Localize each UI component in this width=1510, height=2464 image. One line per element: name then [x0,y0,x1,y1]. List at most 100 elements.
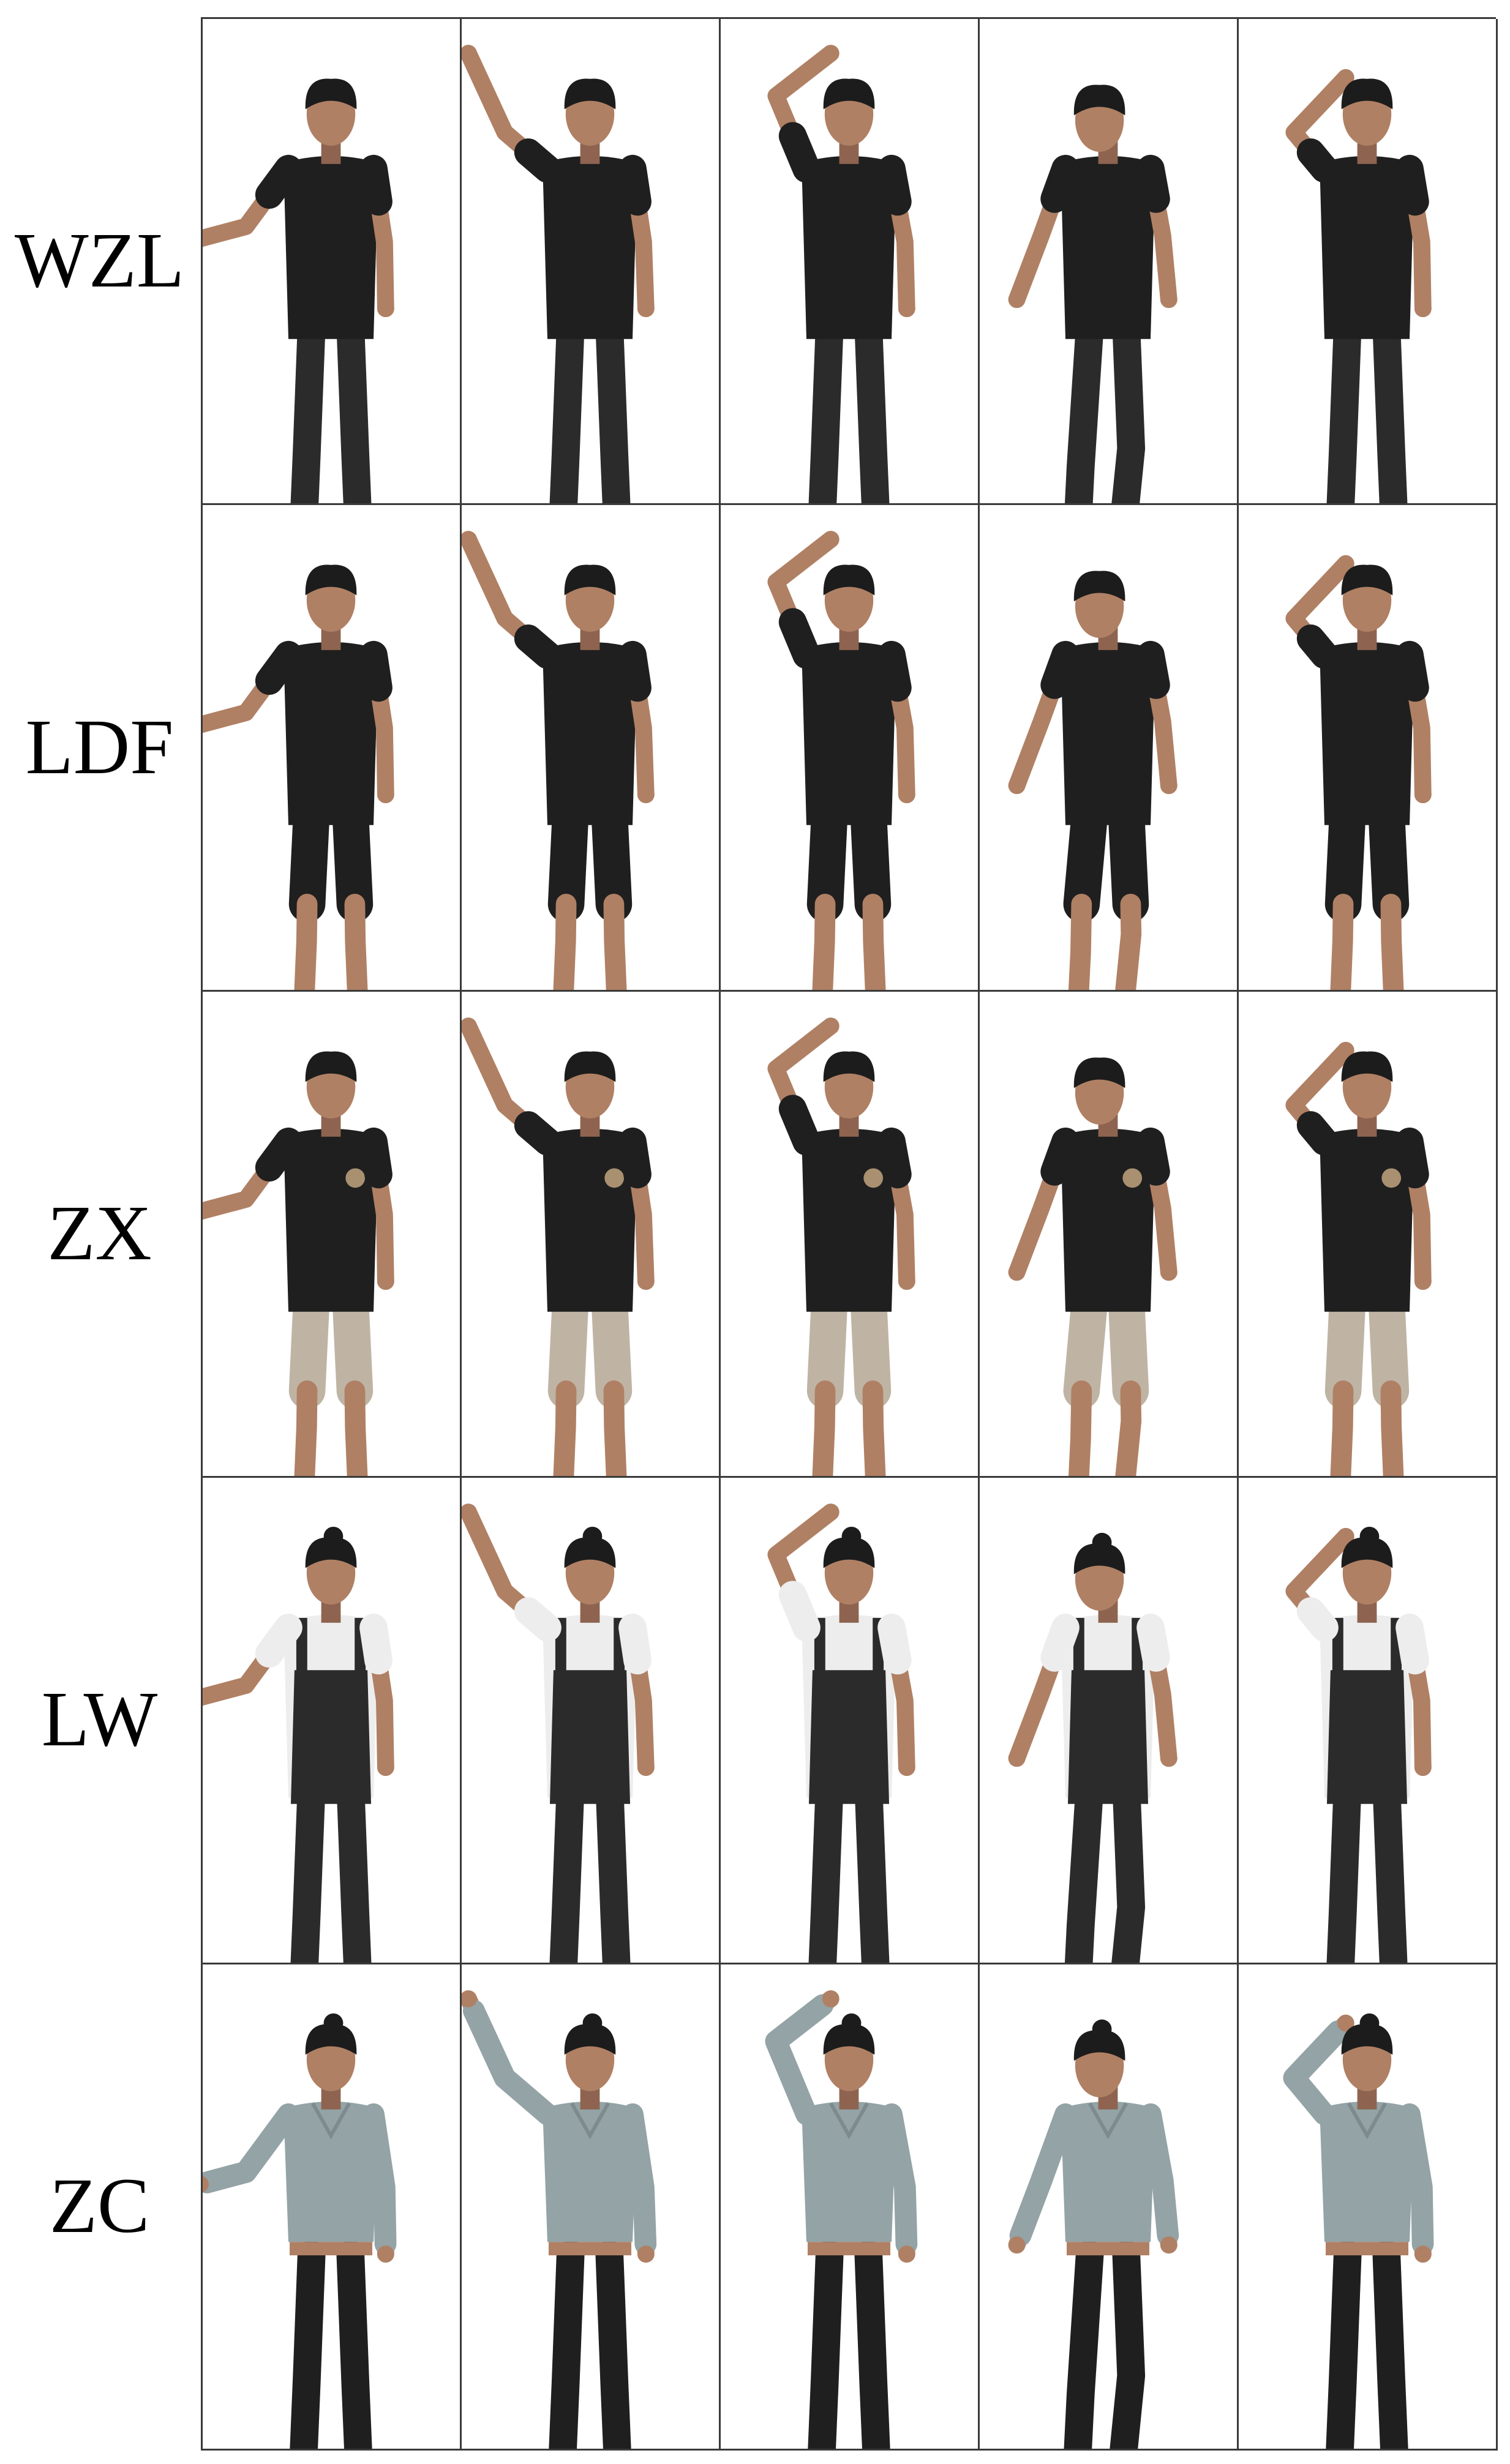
sleeve-right [877,1127,912,1189]
hair-bun [582,1527,603,1546]
hand-left [203,230,209,247]
shorts-left [806,1281,848,1409]
hand-right [1160,2236,1178,2253]
hair [823,1051,875,1082]
person-figure [1008,1533,1178,1963]
person-render [462,531,655,990]
sleeve-right [359,154,393,216]
person-figure [462,1990,657,2449]
grid-cell [721,1478,980,1964]
overalls-bib [290,1670,372,1804]
sleeve-right [877,154,912,216]
bare-leg-right [603,1380,627,1477]
hand-left [1008,2236,1026,2253]
person-render [1008,84,1178,504]
person-render [1285,69,1432,504]
grid-cell [203,991,462,1478]
hand-right [377,786,394,804]
bare-leg-left [1068,894,1092,990]
bare-leg-right [603,894,627,990]
bare-leg-right [1115,894,1142,990]
midriff [1325,2241,1409,2255]
sleeve-right [359,641,393,702]
pant-leg-right [336,1772,372,1963]
shorts-right [850,1281,892,1409]
sleeve-left [255,641,302,695]
hair [564,1051,616,1082]
hand-right [1414,2245,1432,2263]
overalls-bib [1067,1670,1149,1804]
sleeve-right [877,641,912,702]
person-render [203,564,394,990]
hand-left [1008,777,1026,795]
hand-right [898,2245,915,2263]
person-figure [1285,1041,1432,1477]
sleeve-right [618,1127,652,1189]
bare-leg-left [553,1380,577,1477]
hand-left [822,45,840,62]
person-render [1008,571,1178,990]
sleeve-left [1296,138,1339,183]
torso [1320,2101,1414,2242]
person-figure [1008,571,1178,990]
hand-right [1414,1759,1432,1777]
grid-cell [462,991,721,1478]
sleeve-right [1395,1614,1429,1675]
hair-bun [323,2013,344,2033]
image-grid [201,17,1498,2451]
torso [1061,2101,1155,2242]
grid-cell [1239,991,1498,1478]
pant-leg-right [336,313,372,504]
sleeve-left [1296,1597,1339,1642]
hand-right [898,1273,915,1290]
bare-leg-left [1330,1380,1354,1477]
hand-right [637,1759,655,1777]
pant-leg-right [1372,313,1408,504]
bare-leg-left [812,894,836,990]
bare-leg-right [1380,1380,1404,1477]
pant-leg-left [290,1772,326,1963]
sleeve-right [359,1127,393,1189]
pant-leg-right [1372,2239,1408,2449]
hand-right [637,300,655,318]
sleeve-left [255,1127,302,1181]
pant-leg-right [1110,2239,1146,2449]
torso [284,2101,378,2242]
person-figure [767,45,915,504]
hand-right [1160,1264,1178,1281]
hand-right [377,1759,394,1777]
person-render [203,1527,394,1963]
person-render [765,1990,918,2449]
hand-right [637,786,655,804]
bare-leg-right [1380,894,1404,990]
sleeve-left [778,1581,821,1642]
grid-cell [721,505,980,992]
pant-leg-left [1064,1772,1104,1963]
bare-leg-left [553,894,577,990]
hair-bun [1092,2019,1112,2039]
sleeve-left [1296,624,1339,670]
sleeve-left [1040,641,1080,700]
hair-bun [1359,2013,1380,2033]
hand-left [462,1990,477,2007]
pant-leg-left [549,1772,585,1963]
shorts-right [591,795,633,923]
pant-leg-left [808,1772,844,1963]
shorts-right [1108,795,1149,923]
collar [570,2102,610,2140]
sleeve-right [618,641,652,702]
person-figure [462,531,655,990]
hair-bun [323,1527,344,1546]
hand-right [637,1273,655,1290]
hand-left [203,1689,209,1706]
person-render [462,45,655,504]
shorts-right [1368,795,1410,923]
hair [1073,84,1125,116]
torso [543,2101,637,2242]
grid-cell [980,991,1239,1478]
hand-left [822,1503,840,1521]
person-figure [462,1503,655,1963]
sleeve-left [514,1597,562,1642]
person-render [462,1017,655,1477]
hair [305,1537,357,1568]
